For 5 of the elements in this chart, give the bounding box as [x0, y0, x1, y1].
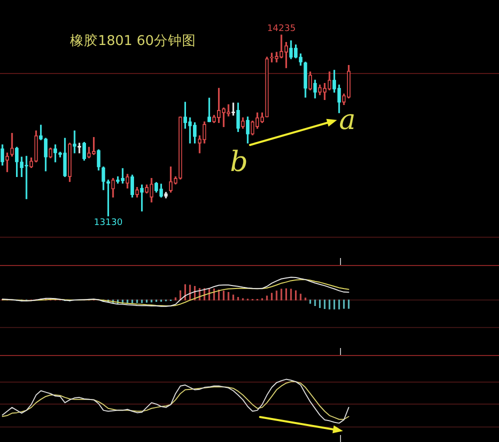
annotation: a	[339, 103, 356, 136]
annotation: 13130	[94, 218, 123, 228]
chart-title: 橡胶1801 60分钟图	[70, 33, 196, 49]
annotation: b	[230, 145, 248, 178]
annotation: 14235	[267, 24, 296, 34]
